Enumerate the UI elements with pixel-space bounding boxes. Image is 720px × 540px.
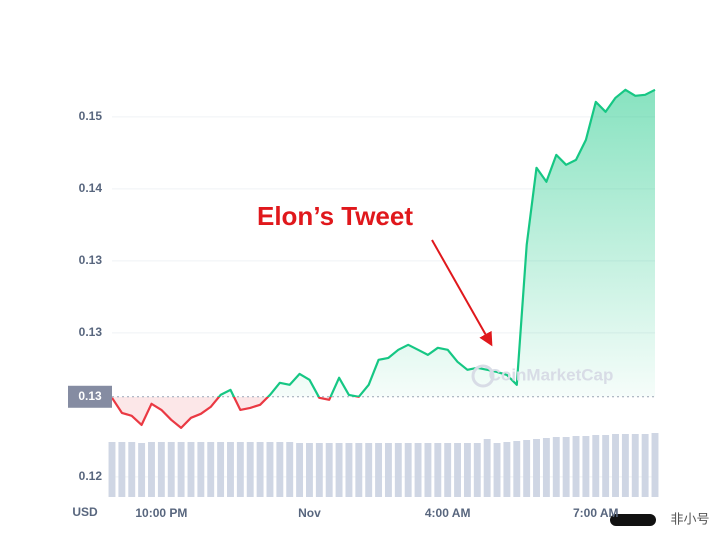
volume-bar	[207, 442, 215, 497]
volume-bar	[128, 442, 136, 497]
volume-bar	[503, 442, 511, 497]
volume-bar	[483, 439, 491, 497]
volume-bar	[148, 442, 155, 497]
volume-bar	[454, 443, 462, 497]
volume-bar	[602, 435, 610, 497]
volume-bar	[592, 435, 600, 497]
volume-bar	[621, 434, 629, 497]
currency-label: USD	[72, 505, 98, 519]
volume-bar	[236, 442, 244, 497]
volume-bar	[523, 440, 531, 497]
watermark-logo	[471, 364, 495, 388]
volume-bar	[118, 442, 126, 497]
volume-bar	[375, 443, 383, 497]
volume-bar	[631, 434, 639, 497]
corner-badge	[610, 514, 656, 526]
volume-bar	[641, 434, 649, 497]
volume-bar	[217, 442, 225, 497]
volume-bar	[612, 434, 619, 497]
y-tick-label: 0.13	[79, 325, 103, 339]
x-tick-label: 4:00 AM	[425, 506, 471, 520]
price-line	[111, 88, 656, 429]
y-tick-label: 0.13	[79, 253, 103, 267]
volume-bar	[246, 442, 254, 497]
volume-bar	[325, 443, 333, 497]
y-tick-label: 0.12	[79, 469, 103, 483]
volume-bar	[473, 443, 481, 497]
volume-bar	[384, 443, 392, 497]
volume-bar	[424, 443, 432, 497]
volume-bar	[463, 443, 471, 497]
annotation-arrow	[431, 239, 493, 347]
y-tick-label: 0.14	[79, 181, 103, 195]
volume-bar	[582, 436, 590, 497]
volume-bar	[177, 442, 185, 497]
volume-bar	[108, 442, 116, 497]
volume-bar	[444, 443, 452, 497]
volume-bar	[256, 442, 264, 497]
current-price-label: 0.13	[78, 389, 102, 403]
volume-bar	[572, 436, 580, 497]
volume-bar	[286, 442, 294, 497]
volume-bar	[562, 437, 570, 497]
volume-bar	[414, 443, 422, 497]
corner-mark: 非小号	[670, 511, 709, 526]
x-tick-label: 10:00 PM	[135, 506, 187, 520]
volume-bar	[296, 443, 304, 497]
volume-bar	[227, 442, 234, 497]
watermark: CoinMarketCap	[489, 365, 614, 384]
x-tick-label: 7:00 AM	[573, 506, 619, 520]
volume-bar	[493, 443, 501, 497]
volume-bar	[651, 433, 659, 497]
volume-bar	[266, 442, 274, 497]
volume-bar	[345, 443, 353, 497]
volume-bar	[355, 443, 363, 497]
x-tick-label: Nov	[298, 506, 321, 520]
volume-bar	[542, 438, 550, 497]
volume-bar	[305, 443, 313, 497]
annotation: Elon’s Tweet	[257, 201, 413, 231]
plot	[108, 88, 659, 497]
current-price-badge	[68, 385, 112, 408]
volume-bar	[187, 442, 195, 497]
volume-bar	[276, 442, 284, 497]
volume-bar	[552, 437, 560, 497]
volume-bar	[513, 441, 521, 497]
volume-bar	[167, 442, 175, 497]
volume-bar	[197, 442, 205, 497]
volume-bar	[157, 442, 165, 497]
volume-bar	[533, 439, 540, 497]
volume-bar	[394, 443, 402, 497]
volume-bar	[315, 443, 323, 497]
volume-bar	[335, 443, 343, 497]
y-tick-label: 0.15	[79, 109, 103, 123]
price-area	[112, 89, 655, 428]
volume-bar	[138, 443, 146, 497]
volume-bar	[434, 443, 442, 497]
volume-bar	[365, 443, 373, 497]
volume-bar	[404, 443, 412, 497]
